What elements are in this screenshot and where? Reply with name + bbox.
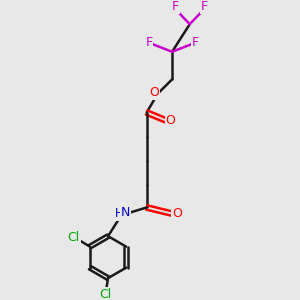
Text: Cl: Cl	[68, 231, 80, 244]
Text: F: F	[145, 36, 152, 50]
Text: N: N	[121, 206, 130, 219]
Text: O: O	[149, 86, 159, 99]
Text: O: O	[172, 207, 182, 220]
Text: F: F	[200, 0, 208, 13]
Text: H: H	[115, 207, 124, 220]
Text: F: F	[192, 36, 199, 50]
Text: O: O	[165, 114, 175, 127]
Text: F: F	[172, 0, 179, 13]
Text: Cl: Cl	[100, 288, 112, 300]
